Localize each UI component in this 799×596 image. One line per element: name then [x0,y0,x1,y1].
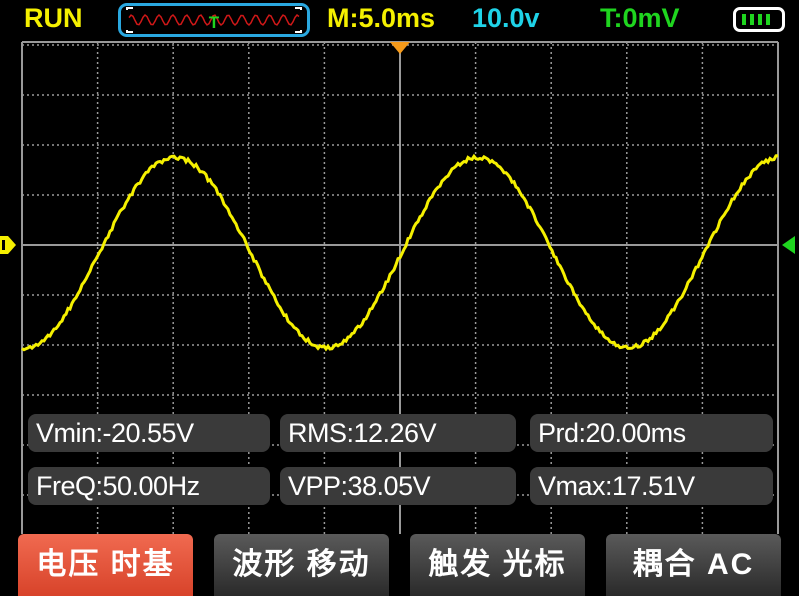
measurement-vmax: Vmax:17.51V [530,467,773,505]
trigger-level-marker[interactable] [782,236,795,254]
voltage-timebase-button[interactable]: 电压 时基 [18,534,193,596]
waveform-move-button[interactable]: 波形 移动 [214,534,389,596]
coupling-ac-button[interactable]: 耦合 AC [606,534,781,596]
grid [22,42,778,534]
trigger-cursor-button[interactable]: 触发 光标 [410,534,585,596]
scope-display[interactable] [0,0,799,534]
measurement-frequency: FreQ:50.00Hz [28,467,270,505]
measurement-vpp: VPP:38.05V [280,467,516,505]
measurement-period: Prd:20.00ms [530,414,773,452]
measurement-rms: RMS:12.26V [280,414,516,452]
trigger-position-marker[interactable] [390,42,410,54]
measurement-vmin: Vmin:-20.55V [28,414,270,452]
